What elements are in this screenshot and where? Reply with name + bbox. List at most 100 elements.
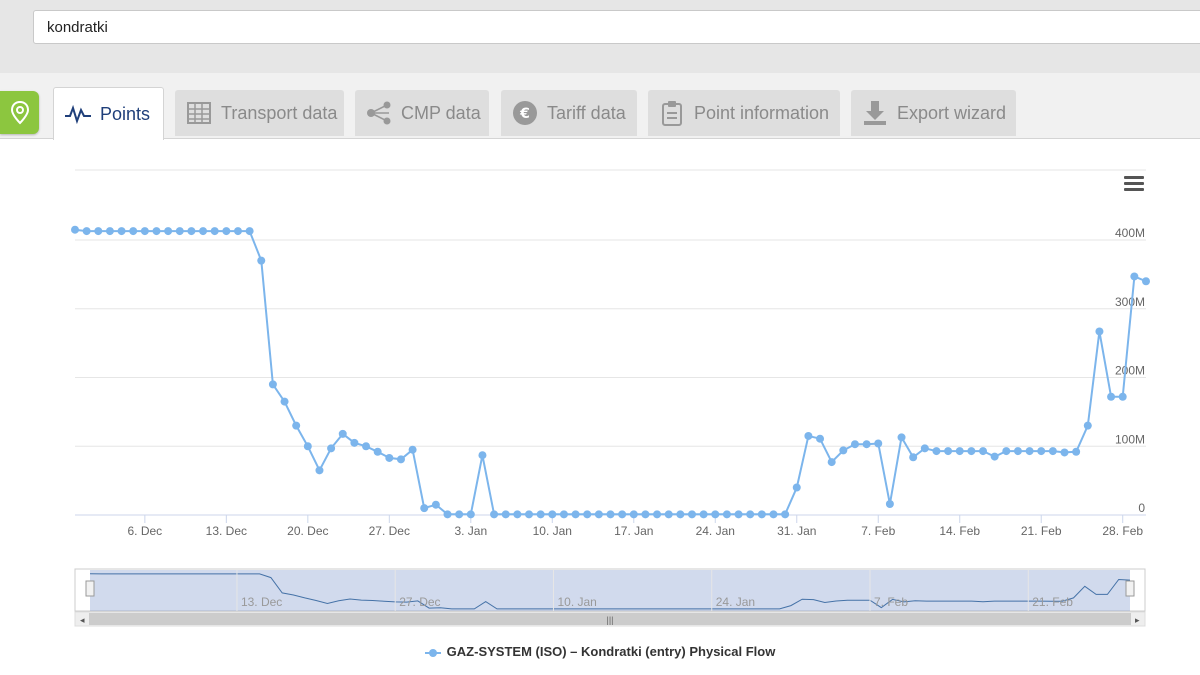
share-icon: [365, 99, 393, 127]
y-tick-label: 400M: [1115, 226, 1145, 240]
data-point: [420, 504, 429, 513]
data-point: [559, 510, 568, 519]
data-point: [1130, 272, 1139, 281]
data-point: [1118, 392, 1127, 401]
map-button[interactable]: [0, 91, 39, 134]
navigator-series: [89, 573, 1131, 610]
data-point: [245, 227, 254, 236]
scroll-left-arrow-icon[interactable]: ◂: [80, 615, 85, 625]
y-tick-label: 100M: [1115, 432, 1145, 446]
data-point: [676, 510, 685, 519]
data-point: [478, 451, 487, 460]
data-point: [920, 444, 929, 453]
data-point: [152, 227, 161, 236]
navigator-label: 13. Dec: [241, 595, 282, 609]
navigator-handle[interactable]: [1125, 580, 1135, 597]
x-tick-label: 10. Jan: [533, 524, 572, 538]
scrollbar-thumb[interactable]: [89, 613, 1131, 625]
legend-marker-icon: [424, 648, 441, 657]
data-point: [606, 510, 615, 519]
data-point: [827, 458, 836, 467]
data-point: [874, 439, 883, 448]
navigator-selection: [90, 570, 1130, 611]
data-point: [804, 431, 813, 440]
y-tick-label: 200M: [1115, 364, 1145, 378]
legend-label: GAZ-SYSTEM (ISO) – Kondratki (entry) Phy…: [446, 644, 776, 659]
data-point: [350, 438, 359, 447]
clipboard-icon: [658, 99, 686, 127]
data-point: [990, 452, 999, 461]
x-tick-label: 14. Feb: [939, 524, 980, 538]
tab-points[interactable]: Points: [53, 87, 164, 140]
data-point: [466, 510, 475, 519]
navigator-label: 7. Feb: [874, 595, 908, 609]
data-point: [944, 447, 953, 456]
data-point: [1107, 392, 1116, 401]
navigator-frame: [74, 568, 1146, 612]
data-point: [664, 510, 673, 519]
data-point: [199, 227, 208, 236]
data-point: [233, 227, 242, 236]
data-point: [1002, 447, 1011, 456]
data-point: [490, 510, 499, 519]
x-tick-label: 27. Dec: [369, 524, 410, 538]
x-tick-label: 24. Jan: [696, 524, 735, 538]
data-point: [94, 227, 103, 236]
data-point: [653, 510, 662, 519]
data-point: [362, 442, 371, 451]
data-point: [536, 510, 545, 519]
y-tick-label: 300M: [1115, 295, 1145, 309]
data-point: [1072, 447, 1081, 456]
chart-panel: 0 100M 200M 300M 400M 6. Dec 13. Dec 20. Dec 27.…: [0, 150, 1200, 675]
x-tick-label: 3. Jan: [454, 524, 487, 538]
data-point: [594, 510, 603, 519]
navigator-handle[interactable]: [85, 580, 95, 597]
data-point: [839, 446, 848, 455]
data-point: [862, 440, 871, 449]
scroll-right-arrow-icon[interactable]: ▸: [1135, 615, 1140, 625]
data-point: [501, 510, 510, 519]
data-point: [699, 510, 708, 519]
data-point: [816, 434, 825, 443]
data-point: [722, 510, 731, 519]
data-point: [583, 510, 592, 519]
tab-point-information[interactable]: Point information: [648, 90, 840, 136]
data-point: [164, 227, 173, 236]
chart-menu-icon[interactable]: [1124, 176, 1144, 192]
data-point: [327, 444, 336, 453]
chart-legend-item[interactable]: GAZ-SYSTEM (ISO) – Kondratki (entry) Phy…: [0, 644, 1200, 659]
data-point: [571, 510, 580, 519]
data-point: [548, 510, 557, 519]
tab-cmp-data[interactable]: CMP data: [355, 90, 489, 136]
euro-icon: €: [511, 99, 539, 127]
data-point: [757, 510, 766, 519]
tab-tariff-data-label: Tariff data: [547, 102, 626, 123]
data-point: [268, 380, 277, 389]
tab-transport-data[interactable]: Transport data: [175, 90, 344, 136]
data-point: [734, 510, 743, 519]
data-point: [792, 483, 801, 492]
data-point: [431, 500, 440, 509]
data-point: [408, 445, 417, 454]
data-point: [513, 510, 522, 519]
data-point: [641, 510, 650, 519]
svg-text:€: €: [519, 106, 530, 122]
pulse-icon: [64, 100, 92, 128]
data-point: [967, 447, 976, 456]
data-point: [105, 227, 114, 236]
data-point: [979, 447, 988, 456]
x-tick-label: 28. Feb: [1102, 524, 1143, 538]
tab-export-wizard[interactable]: Export wizard: [851, 90, 1016, 136]
data-point: [82, 227, 91, 236]
map-pin-icon: [10, 101, 30, 125]
data-point: [1013, 447, 1022, 456]
data-point: [175, 227, 184, 236]
tab-point-information-label: Point information: [694, 102, 830, 123]
tab-export-wizard-label: Export wizard: [897, 102, 1007, 123]
data-point: [71, 225, 79, 234]
data-point: [1037, 447, 1046, 456]
search-input[interactable]: kondratki: [33, 10, 1200, 44]
data-point: [292, 421, 301, 430]
data-point: [850, 440, 859, 449]
tab-tariff-data[interactable]: € Tariff data: [501, 90, 637, 136]
